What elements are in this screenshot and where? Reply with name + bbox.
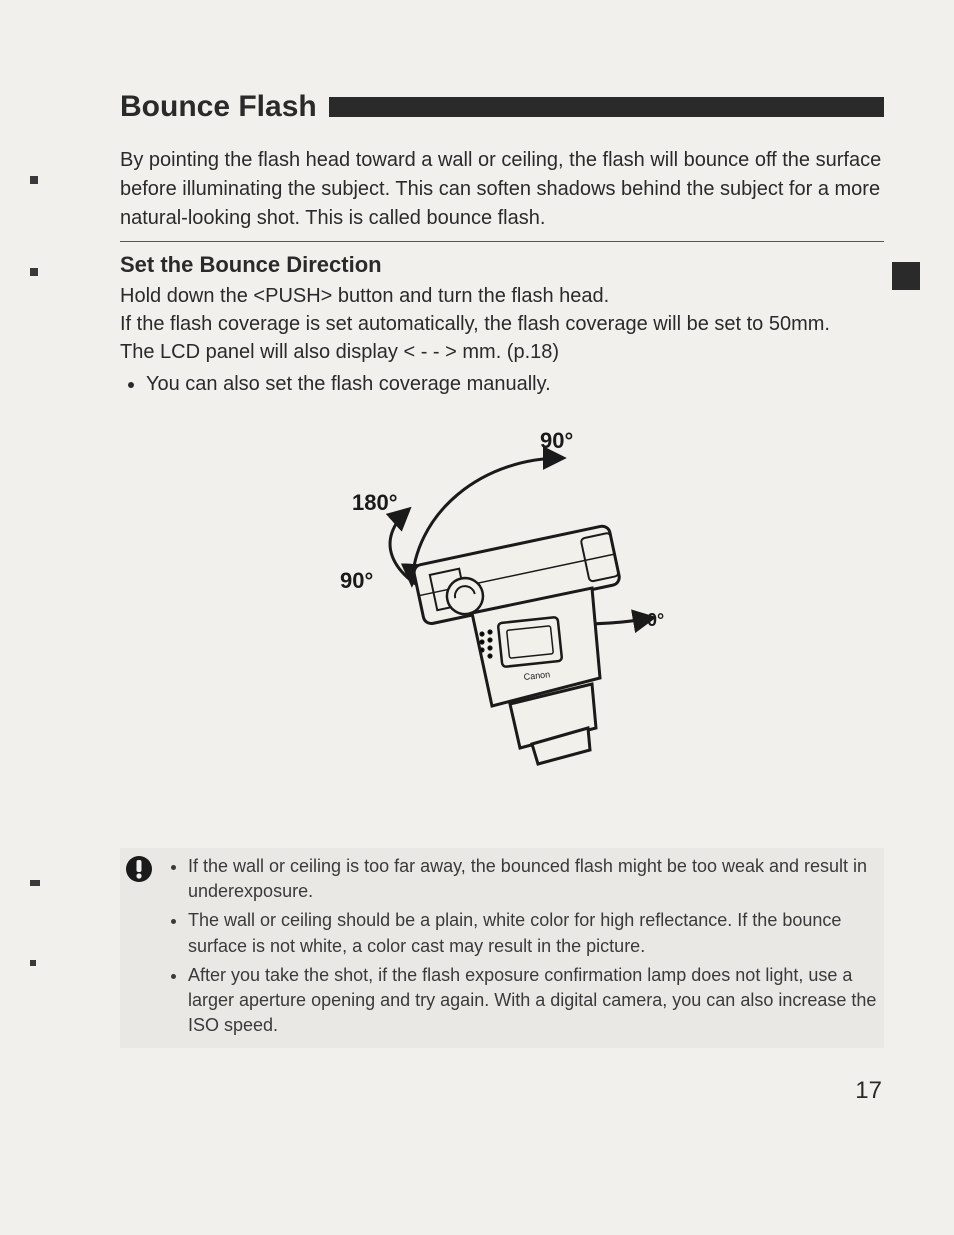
angle-label-top: 90° — [540, 428, 573, 454]
page-number: 17 — [855, 1077, 882, 1105]
side-tab-marker — [892, 262, 920, 290]
section-line: If the flash coverage is set automatical… — [120, 310, 884, 338]
flash-diagram-svg: Canon — [292, 428, 712, 788]
angle-label-90: 90° — [340, 568, 373, 594]
warning-icon — [124, 854, 154, 884]
section-line: Hold down the <PUSH> button and turn the… — [120, 282, 884, 310]
caution-note-box: If the wall or ceiling is too far away, … — [120, 848, 884, 1048]
diagram-container: 90° 180° 90° 0° — [120, 428, 884, 788]
intro-paragraph: By pointing the flash head toward a wall… — [120, 146, 884, 233]
section-bullets: You can also set the flash coverage manu… — [120, 370, 884, 398]
caution-list: If the wall or ceiling is too far away, … — [166, 854, 880, 1042]
bounce-angle-diagram: 90° 180° 90° 0° — [292, 428, 712, 788]
angle-label-0: 0° — [647, 610, 664, 631]
section-heading: Set the Bounce Direction — [120, 252, 884, 278]
title-row: Bounce Flash — [120, 90, 884, 124]
caution-item: The wall or ceiling should be a plain, w… — [188, 908, 880, 958]
angle-label-180: 180° — [352, 490, 398, 516]
page-title: Bounce Flash — [120, 90, 317, 124]
caution-item: After you take the shot, if the flash ex… — [188, 963, 880, 1039]
section-line: The LCD panel will also display < - - > … — [120, 338, 884, 366]
manual-page: Bounce Flash By pointing the flash head … — [0, 0, 954, 1088]
title-bar — [329, 97, 884, 117]
divider — [120, 241, 884, 242]
section-bullet-item: You can also set the flash coverage manu… — [146, 370, 884, 398]
caution-item: If the wall or ceiling is too far away, … — [188, 854, 880, 904]
